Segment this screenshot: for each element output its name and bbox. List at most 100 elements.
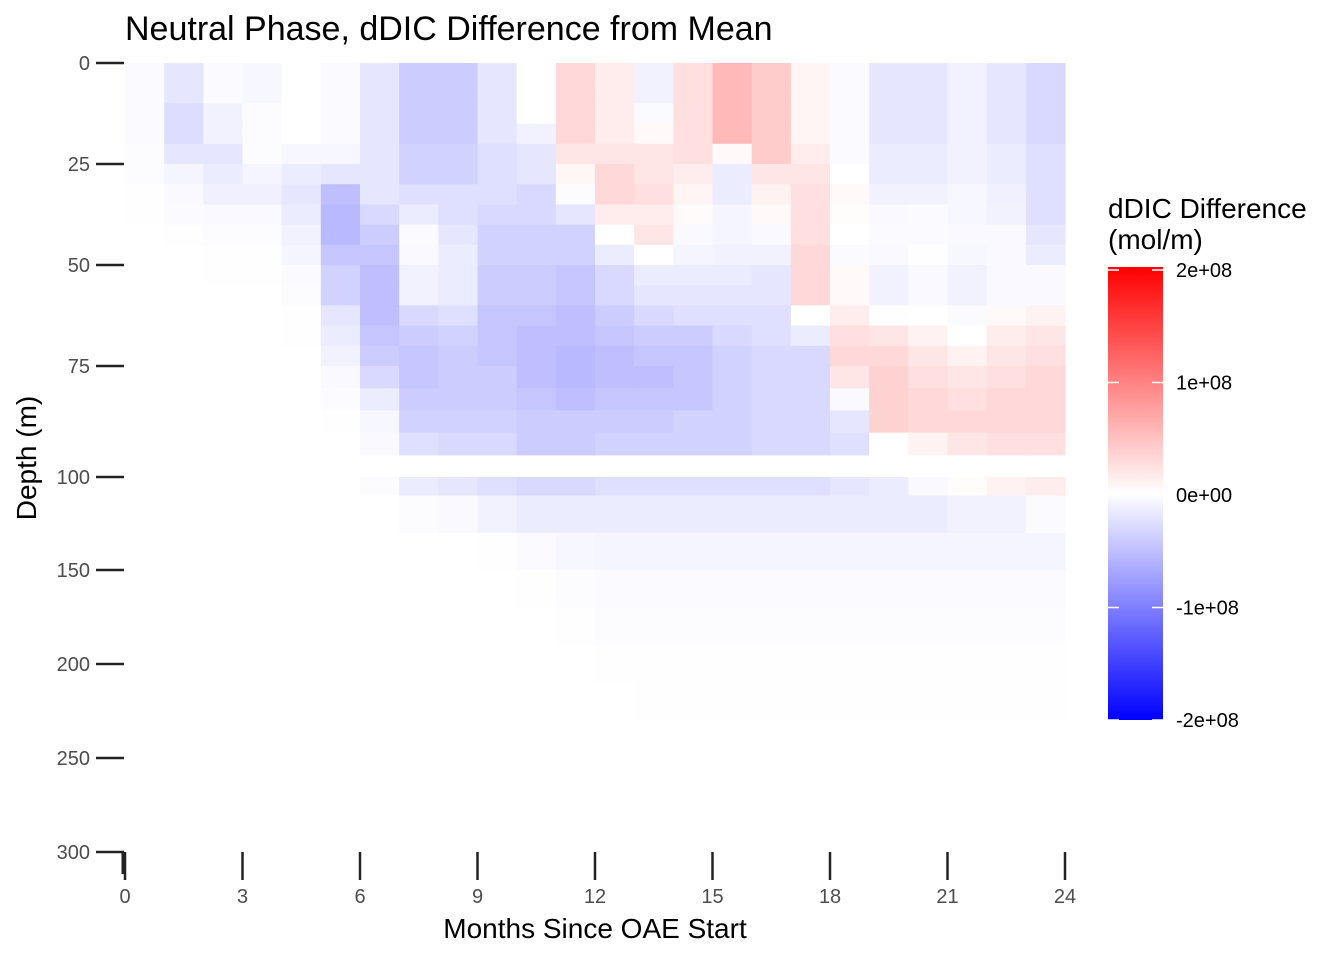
- heatmap-cell: [203, 83, 244, 104]
- heatmap-cell: [360, 645, 400, 684]
- heatmap-cell: [281, 325, 322, 347]
- heatmap-cell: [438, 345, 479, 367]
- heatmap-cell: [360, 184, 400, 205]
- heatmap-cell: [203, 366, 244, 389]
- heatmap-cell: [281, 366, 322, 389]
- heatmap-cell: [399, 325, 439, 347]
- heatmap-cell: [869, 204, 909, 226]
- heatmap-cell: [125, 103, 165, 125]
- heatmap-cell: [751, 184, 792, 205]
- heatmap-cell: [830, 388, 870, 411]
- heatmap-cell: [281, 103, 322, 125]
- heatmap-cell: [1025, 83, 1066, 104]
- heatmap-cell: [516, 345, 557, 367]
- heatmap-cell: [242, 224, 283, 246]
- heatmap-cell: [281, 795, 322, 834]
- heatmap-cell: [281, 265, 322, 286]
- heatmap-cell: [438, 366, 479, 389]
- heatmap-cell: [164, 532, 204, 571]
- heatmap-cell: [790, 682, 831, 721]
- heatmap-cell: [203, 645, 244, 684]
- heatmap-cell: [1025, 285, 1066, 306]
- heatmap-cell: [399, 758, 439, 797]
- heatmap-cell: [595, 833, 635, 853]
- heatmap-cell: [595, 345, 635, 367]
- heatmap-cell: [1025, 184, 1066, 205]
- heatmap-cell: [751, 305, 792, 327]
- heatmap-cell: [360, 143, 400, 165]
- heatmap-cell: [516, 682, 557, 721]
- heatmap-cell: [203, 143, 244, 165]
- heatmap-cell: [712, 388, 753, 411]
- heatmap-cell: [360, 265, 400, 286]
- heatmap-cell: [1025, 204, 1066, 226]
- heatmap-cell: [869, 325, 909, 347]
- heatmap-cell: [751, 325, 792, 347]
- heatmap-cell: [830, 833, 870, 853]
- heatmap-cell: [790, 758, 831, 797]
- heatmap-cell: [399, 265, 439, 286]
- heatmap-cell: [634, 607, 674, 646]
- heatmap-cell: [320, 103, 361, 125]
- heatmap-cell: [1025, 795, 1066, 834]
- heatmap-cell: [164, 607, 204, 646]
- heatmap-cell: [320, 265, 361, 286]
- heatmap-cell: [595, 244, 635, 266]
- heatmap-cell: [477, 682, 518, 721]
- heatmap-cell: [947, 83, 988, 104]
- legend-title-line2: (mol/m): [1108, 224, 1203, 255]
- heatmap-cell: [555, 410, 596, 434]
- heatmap-cell: [399, 645, 439, 684]
- heatmap-cell: [1025, 477, 1066, 497]
- heatmap-cell: [869, 285, 909, 306]
- heatmap-cell: [477, 570, 518, 609]
- heatmap-cell: [320, 164, 361, 185]
- heatmap-cell: [438, 204, 479, 226]
- heatmap-cell: [751, 532, 792, 571]
- heatmap-cell: [360, 410, 400, 434]
- heatmap-cell: [320, 682, 361, 721]
- heatmap-cell: [986, 795, 1027, 834]
- heatmap-cell: [438, 103, 479, 125]
- heatmap-cell: [673, 495, 714, 534]
- heatmap-cell: [947, 645, 988, 684]
- heatmap-cell: [830, 204, 870, 226]
- heatmap-cell: [634, 720, 674, 759]
- heatmap-cell: [790, 83, 831, 104]
- heatmap-cell: [673, 720, 714, 759]
- heatmap-cell: [751, 143, 792, 165]
- heatmap-cell: [751, 123, 792, 145]
- heatmap-cell: [986, 345, 1027, 367]
- heatmap-cell: [869, 432, 909, 456]
- heatmap-cell: [869, 758, 909, 797]
- x-axis-title: Months Since OAE Start: [443, 913, 747, 944]
- heatmap-cell: [869, 244, 909, 266]
- heatmap-cell: [125, 305, 165, 327]
- heatmap-cell: [830, 758, 870, 797]
- heatmap-cell: [712, 184, 753, 205]
- heatmap-cell: [947, 265, 988, 286]
- heatmap-cell: [281, 833, 322, 853]
- heatmap-cell: [477, 265, 518, 286]
- heatmap-cell: [125, 184, 165, 205]
- heatmap-cell: [751, 570, 792, 609]
- heatmap-cell: [125, 83, 165, 104]
- heatmap-cell: [125, 682, 165, 721]
- heatmap-cell: [947, 495, 988, 534]
- heatmap-cell: [242, 83, 283, 104]
- heatmap-cell: [125, 720, 165, 759]
- heatmap-cell: [164, 682, 204, 721]
- heatmap-cell: [242, 244, 283, 266]
- heatmap-cell: [399, 432, 439, 456]
- heatmap-cell: [242, 795, 283, 834]
- heatmap-cell: [673, 305, 714, 327]
- heatmap-cell: [634, 532, 674, 571]
- heatmap-cell: [830, 366, 870, 389]
- x-tick-label: 12: [584, 886, 606, 908]
- heatmap-cell: [125, 432, 165, 456]
- heatmap-cell: [203, 495, 244, 534]
- y-tick-label: 50: [68, 255, 90, 277]
- heatmap-cell: [673, 645, 714, 684]
- heatmap-cell: [203, 345, 244, 367]
- heatmap-cell: [986, 224, 1027, 246]
